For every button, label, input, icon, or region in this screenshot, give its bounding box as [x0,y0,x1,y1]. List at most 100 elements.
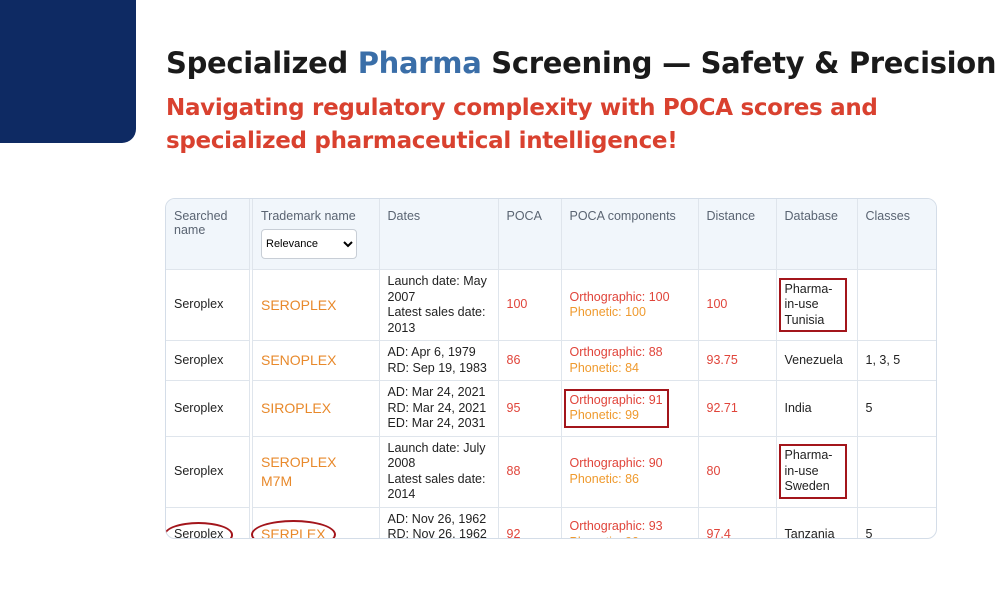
column-title: Trademark name [261,209,356,223]
poca-score: 92 [506,527,521,539]
distance: 80 [706,463,721,478]
cell [857,436,936,508]
highlight-box: Orthographic: 91 Phonetic: 99 [563,388,669,428]
cell: Seroplex [166,436,253,508]
phonetic: Phonetic: 84 [569,360,640,375]
title-part: Screening — Safety & Precision [481,46,997,80]
column-header: Searched name [166,199,253,270]
orthographic: Orthographic: 91 [569,392,663,407]
cell: Seroplex [166,380,253,437]
cell: AD: Apr 6, 1979 RD: Sep 19, 1983 [379,340,499,381]
cell: AD: Mar 24, 2021 RD: Mar 24, 2021 ED: Mar … [379,380,499,437]
cell: SIROPLEX [251,380,380,437]
date-line: ED: Mar 24, 2031 [387,416,486,430]
trademark-name: SEROPLEX [261,296,337,313]
cell: 1, 3, 5 [857,340,936,381]
poca-score: 88 [506,463,521,478]
distance: 100 [706,297,728,312]
date-line: RD: Nov 26, 1962 [387,527,487,539]
searched-name: Seroplex [174,400,224,415]
subtitle-line: Navigating regulatory complexity with PO… [166,95,878,121]
cell: 93.75 [698,340,777,381]
cell: Seroplex [166,269,253,341]
orthographic: Orthographic: 88 [569,345,663,359]
poca-score: 86 [506,352,521,367]
phonetic: Phonetic: 100 [569,305,646,319]
date-line: AD: Nov 26, 1962 [387,511,487,526]
cell: SERPLEX [251,507,380,538]
trademark-name: SENOPLEX [261,352,337,368]
cell: Orthographic: 91 Phonetic: 99 [561,380,699,437]
cell: Launch date: May 2007 Latest sales date: … [379,269,499,341]
searched-name: Seroplex [174,527,224,539]
highlight-box: Pharma-in-use Tunisia [778,277,847,333]
highlight-ellipse: SERPLEX [251,520,336,538]
cell: India [776,380,858,437]
table-row: Seroplex SERPLEX AD: Nov 26, 1962 RD: Nov 2… [166,507,936,539]
classes: 5 [865,400,873,415]
orthographic: Orthographic: 90 [569,456,663,470]
date-line: Latest sales date: 2013 [387,305,486,335]
header-row: Searched name Trademark name Relevance Date… [166,199,936,270]
searched-name: Seroplex [174,352,224,367]
column-title: Classes [865,209,910,223]
column-header: POCA components [561,199,699,270]
date-line: RD: Sep 19, 1983 [387,360,487,375]
database: Tanzania [784,527,835,539]
subtitle-line: specialized pharmaceutical intelligence! [166,128,678,154]
accent-block [0,0,136,143]
highlight-ellipse: Seroplex [166,522,234,539]
database: India [784,400,812,415]
cell: SENOPLEX [251,340,380,381]
cell: Seroplex [166,340,253,381]
column-header: Distance [698,199,777,270]
classes: 5 [865,527,873,539]
table-row: Seroplex SEROPLEX M7M Launch date: July 20… [166,436,936,508]
cell: Orthographic: 90 Phonetic: 86 [561,436,699,508]
title: Specialized Pharma Screening — Safety & … [166,46,997,80]
database: Pharma-in-use Sweden [784,448,833,494]
results-table: Searched name Trademark name Relevance Date… [166,199,936,539]
poca-score: 100 [506,297,528,312]
cell: Pharma-in-use Tunisia [776,269,858,341]
column-header: POCA [498,199,562,270]
database: Pharma-in-use Tunisia [784,281,833,327]
searched-name: Seroplex [174,463,224,478]
classes: 1, 3, 5 [865,352,901,367]
cell: 5 [857,380,936,437]
database: Venezuela [784,352,843,367]
distance: 97.4 [706,527,731,539]
cell: Launch date: July 2008 Latest sales date:… [379,436,499,508]
column-title: Searched name [174,209,228,237]
table-row: Seroplex SENOPLEX AD: Apr 6, 1979 RD: Sep 1… [166,340,936,381]
phonetic: Phonetic: 90 [570,535,690,538]
date-line: RD: Mar 24, 2021 [387,400,487,415]
column-header: Classes [857,199,936,270]
cell: 95 [498,380,562,437]
column-title: Database [784,209,839,223]
cell [857,269,936,341]
cell: Seroplex [166,507,253,539]
cell: 100 [498,269,562,341]
phonetic: Phonetic: 86 [569,471,640,486]
column-header: Dates [379,199,499,270]
distance: 92.71 [706,400,738,415]
table-row: Seroplex SEROPLEX Launch date: May 2007 Lat… [166,269,936,341]
cell: 5 [857,507,936,539]
orthographic: Orthographic: 93 [569,519,663,534]
column-title: POCA components [569,209,676,223]
cell: 92.71 [698,380,777,437]
cell: SEROPLEX [251,269,380,341]
column-header: Database [776,199,858,270]
cell: Pharma-in-use Sweden [776,436,858,508]
sort-select[interactable]: Relevance [261,229,357,259]
cell: Venezuela [776,340,858,381]
distance: 93.75 [706,352,738,367]
date-line: AD: Apr 6, 1979 [387,345,476,359]
cell: Orthographic: 88 Phonetic: 84 [561,340,699,381]
cell: 86 [498,340,562,381]
date-line: AD: Mar 24, 2021 [387,385,486,399]
highlight-box: Pharma-in-use Sweden [778,444,847,499]
